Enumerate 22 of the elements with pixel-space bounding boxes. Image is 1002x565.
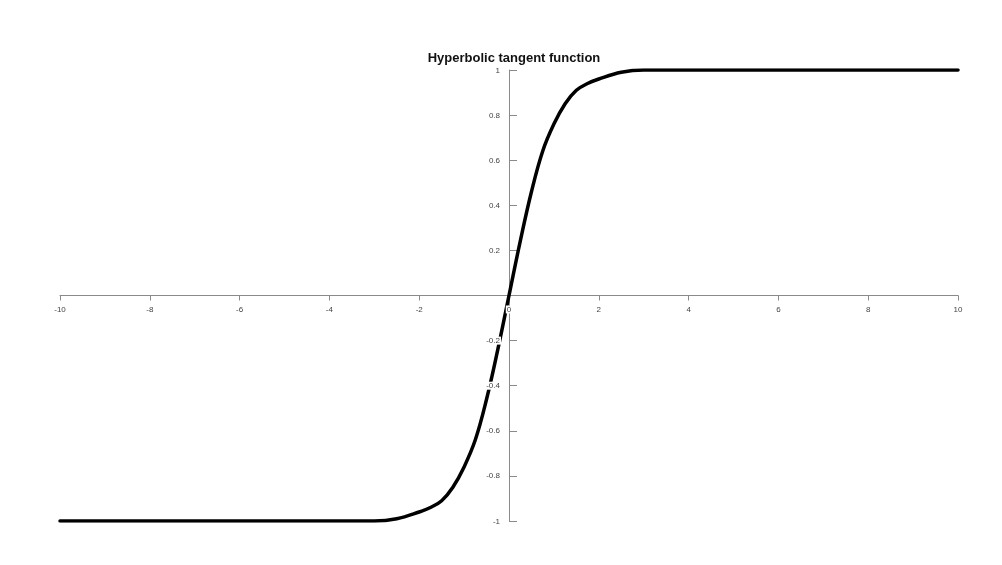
- y-tick-label: -0.6: [486, 426, 501, 436]
- y-tick-label: 0.6: [488, 155, 501, 165]
- y-tick-label: 0.4: [488, 200, 501, 210]
- y-tick-label: -1: [492, 516, 501, 526]
- x-tick-label: 4: [686, 305, 692, 314]
- y-tick-label: 0.2: [488, 245, 501, 255]
- y-tick-label: -0.4: [486, 381, 501, 391]
- y-tick-label: -0.8: [486, 471, 501, 481]
- x-tick-label: -10: [54, 305, 67, 314]
- x-tick-label: -4: [325, 305, 334, 314]
- y-tick-label: 0.8: [488, 110, 501, 120]
- x-tick-label: -2: [415, 305, 424, 314]
- x-tick-label: 0: [506, 305, 512, 314]
- y-tick-label: -0.2: [486, 336, 501, 346]
- x-tick-label: -6: [236, 305, 244, 314]
- chart-title: Hyperbolic tangent function: [427, 50, 601, 65]
- x-tick-label: 2: [596, 305, 602, 314]
- y-tick-label: 1: [495, 65, 501, 75]
- x-tick-label: 6: [776, 305, 782, 314]
- x-tick-label: 8: [865, 305, 871, 314]
- x-tick-label: 10: [953, 305, 963, 314]
- x-tick-label: -8: [146, 305, 154, 314]
